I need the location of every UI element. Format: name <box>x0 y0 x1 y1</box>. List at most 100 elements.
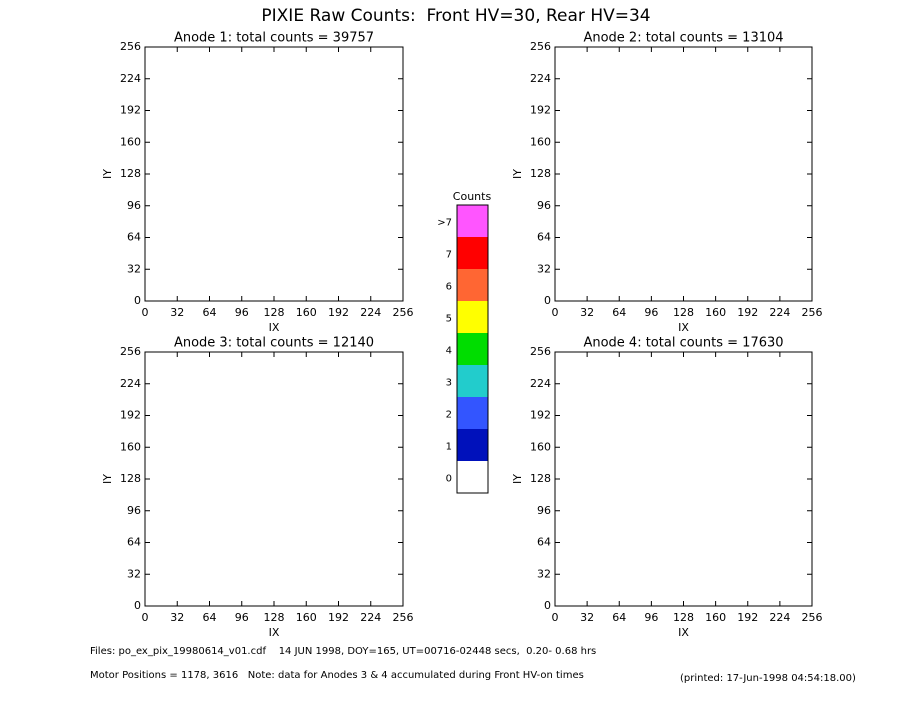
y-tick-label: 128 <box>530 167 551 180</box>
y-tick-label: 64 <box>127 536 141 549</box>
x-axis-label: IX <box>678 626 689 639</box>
y-axis-label: IY <box>101 474 114 484</box>
x-tick-label: 96 <box>235 306 249 319</box>
y-tick-label: 0 <box>134 294 141 307</box>
x-tick-label: 256 <box>393 611 414 624</box>
plot-frame <box>554 46 813 302</box>
x-tick-label: 96 <box>644 306 658 319</box>
x-tick-label: 0 <box>142 306 149 319</box>
x-tick-label: 224 <box>360 611 381 624</box>
x-tick-label: 256 <box>802 611 823 624</box>
colorbar-cell <box>457 205 488 237</box>
y-tick-label: 64 <box>127 231 141 244</box>
colorbar-label: 5 <box>446 314 452 325</box>
plot-frame <box>144 351 404 607</box>
y-tick-label: 192 <box>120 104 141 117</box>
y-tick-label: 0 <box>134 599 141 612</box>
y-tick-label: 224 <box>530 377 551 390</box>
y-tick-label: 96 <box>537 504 551 517</box>
y-tick-label: 64 <box>537 536 551 549</box>
colorbar-cell <box>457 237 488 269</box>
y-tick-label: 64 <box>537 231 551 244</box>
x-tick-label: 128 <box>264 306 285 319</box>
colorbar-cell <box>457 269 488 301</box>
y-tick-label: 224 <box>120 72 141 85</box>
colorbar-cell <box>457 301 488 333</box>
y-tick-label: 160 <box>530 440 551 453</box>
y-axis-label: IY <box>511 474 524 484</box>
x-tick-label: 128 <box>673 306 694 319</box>
x-tick-label: 224 <box>769 611 790 624</box>
x-tick-label: 224 <box>769 306 790 319</box>
x-tick-label: 192 <box>737 611 758 624</box>
footer-files: Files: po_ex_pix_19980614_v01.cdf 14 JUN… <box>90 646 596 657</box>
panel-title: Anode 2: total counts = 13104 <box>583 31 783 46</box>
x-tick-label: 64 <box>203 611 217 624</box>
x-tick-label: 256 <box>393 306 414 319</box>
colorbar-cell <box>457 429 488 461</box>
y-tick-label: 128 <box>120 472 141 485</box>
x-tick-label: 192 <box>328 611 349 624</box>
x-tick-label: 192 <box>737 306 758 319</box>
x-tick-label: 0 <box>142 611 149 624</box>
x-axis-label: IX <box>269 321 280 334</box>
x-tick-label: 64 <box>203 306 217 319</box>
x-tick-label: 128 <box>673 611 694 624</box>
colorbar-cell <box>457 397 488 429</box>
y-tick-label: 192 <box>530 104 551 117</box>
colorbar-label: 1 <box>446 442 452 453</box>
x-axis-label: IX <box>269 626 280 639</box>
y-tick-label: 96 <box>537 199 551 212</box>
x-tick-label: 160 <box>296 611 317 624</box>
x-tick-label: 32 <box>170 611 184 624</box>
colorbar-label: 2 <box>446 410 452 421</box>
y-tick-label: 160 <box>120 440 141 453</box>
plot-frame <box>144 46 404 302</box>
colorbar-label: 4 <box>446 346 452 357</box>
y-tick-label: 192 <box>120 409 141 422</box>
y-tick-label: 0 <box>544 294 551 307</box>
x-axis-label: IX <box>678 321 689 334</box>
y-tick-label: 256 <box>530 40 551 53</box>
x-tick-label: 160 <box>296 306 317 319</box>
y-tick-label: 32 <box>537 262 551 275</box>
panel-title: Anode 4: total counts = 17630 <box>583 336 783 351</box>
colorbar-cell <box>457 461 488 493</box>
colorbar-cell <box>457 365 488 397</box>
y-tick-label: 160 <box>120 135 141 148</box>
y-tick-label: 128 <box>530 472 551 485</box>
colorbar-label: 3 <box>446 378 452 389</box>
x-tick-label: 0 <box>552 306 559 319</box>
x-tick-label: 64 <box>612 306 626 319</box>
panel-title: Anode 3: total counts = 12140 <box>174 336 374 351</box>
plot-frame <box>554 351 813 607</box>
x-tick-label: 128 <box>264 611 285 624</box>
x-tick-label: 32 <box>580 306 594 319</box>
y-tick-label: 96 <box>127 199 141 212</box>
y-tick-label: 32 <box>127 262 141 275</box>
y-tick-label: 256 <box>120 345 141 358</box>
y-tick-label: 256 <box>530 345 551 358</box>
y-tick-label: 192 <box>530 409 551 422</box>
x-tick-label: 64 <box>612 611 626 624</box>
y-tick-label: 160 <box>530 135 551 148</box>
x-tick-label: 224 <box>360 306 381 319</box>
x-tick-label: 160 <box>705 306 726 319</box>
x-tick-label: 0 <box>552 611 559 624</box>
x-tick-label: 32 <box>580 611 594 624</box>
colorbar-cell <box>457 333 488 365</box>
colorbar-frame <box>456 204 489 494</box>
x-tick-label: 96 <box>235 611 249 624</box>
footer-printed: (printed: 17-Jun-1998 04:54:18.00) <box>680 673 856 684</box>
y-tick-label: 32 <box>537 567 551 580</box>
colorbar-label: 0 <box>446 474 452 485</box>
x-tick-label: 32 <box>170 306 184 319</box>
page-title: PIXIE Raw Counts: Front HV=30, Rear HV=3… <box>261 6 650 26</box>
y-tick-label: 32 <box>127 567 141 580</box>
y-axis-label: IY <box>511 169 524 179</box>
colorbar-label: >7 <box>437 218 452 229</box>
y-tick-label: 96 <box>127 504 141 517</box>
y-axis-label: IY <box>101 169 114 179</box>
colorbar-title: Counts <box>453 190 492 203</box>
